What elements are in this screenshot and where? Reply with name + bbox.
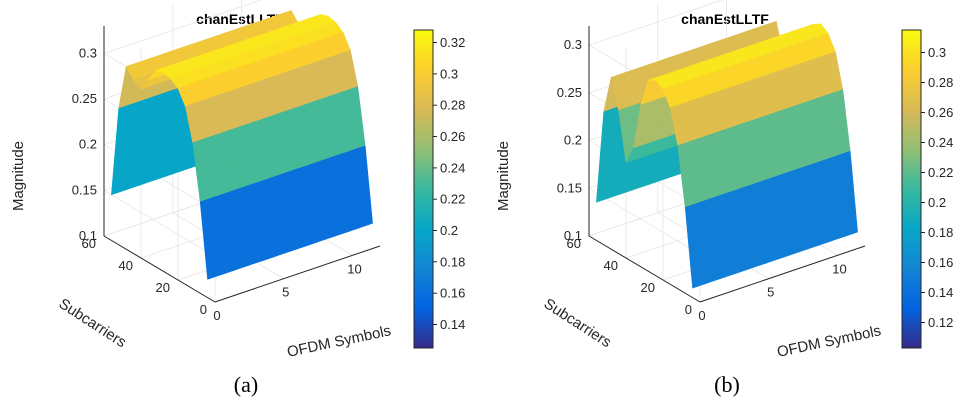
colorbar-tick-label: 0.22 bbox=[928, 165, 953, 180]
colorbar-tick-label: 0.24 bbox=[928, 135, 953, 150]
panel-caption: (a) bbox=[234, 372, 258, 397]
z-tick-label: 0.2 bbox=[564, 133, 582, 148]
y-tick-label: 0 bbox=[200, 302, 207, 317]
z-axis-label: Magnitude bbox=[10, 141, 27, 211]
y-axis-label: Subcarriers bbox=[541, 295, 615, 351]
z-tick-label: 0.25 bbox=[72, 91, 97, 106]
colorbar-tick-label: 0.3 bbox=[928, 45, 946, 60]
colorbar-tick-label: 0.16 bbox=[440, 286, 465, 301]
y-tick-label: 40 bbox=[119, 258, 133, 273]
colorbar-tick-label: 0.32 bbox=[440, 35, 465, 50]
grid-line bbox=[588, 187, 701, 255]
grid-line bbox=[588, 0, 723, 46]
y-tick-labels: 0 20 40 60 bbox=[82, 236, 207, 317]
y-axis-label: Subcarriers bbox=[56, 295, 130, 351]
y-tick-labels: 0 20 40 60 bbox=[567, 236, 692, 317]
z-tick-label: 0.2 bbox=[79, 137, 97, 152]
z-tick-label: 0.3 bbox=[564, 37, 582, 52]
x-axis-label: OFDM Symbols bbox=[776, 322, 883, 361]
colorbar-tick-label: 0.16 bbox=[928, 255, 953, 270]
x-tick-label: 0 bbox=[213, 308, 220, 323]
grid-line bbox=[103, 189, 216, 257]
panel-b: chanEstLLTF 0.1 0.15 0.2 0.25 0.3 0 20 40 60 0 5… bbox=[495, 0, 953, 397]
axes bbox=[103, 26, 381, 303]
x-tick-label: 5 bbox=[767, 285, 774, 300]
colorbar-tick-label: 0.2 bbox=[440, 223, 458, 238]
colorbar-tick-label: 0.22 bbox=[440, 192, 465, 207]
z-tick-label: 0.25 bbox=[557, 85, 582, 100]
colorbar-tick-label: 0.2 bbox=[928, 195, 946, 210]
z-tick-label: 0.15 bbox=[72, 182, 97, 197]
colorbar-tick-label: 0.28 bbox=[440, 98, 465, 113]
z-tick-label: 0.15 bbox=[557, 180, 582, 195]
surface-patch bbox=[351, 145, 373, 229]
colorbar-tick-label: 0.14 bbox=[440, 317, 465, 332]
colorbar-tick-label: 0.12 bbox=[928, 315, 953, 330]
surface-patch bbox=[836, 150, 858, 238]
z-tick-label: 0.1 bbox=[79, 228, 97, 243]
colorbar-tick-labels: 0.14 0.16 0.18 0.2 0.22 0.24 0.26 0.28 0.3 0.32 bbox=[433, 35, 465, 332]
y-tick-label: 60 bbox=[567, 236, 581, 251]
colorbar-tick-label: 0.14 bbox=[928, 285, 953, 300]
y-tick-label: 0 bbox=[685, 302, 692, 317]
colorbar-tick-label: 0.26 bbox=[928, 105, 953, 120]
colorbar-tick-label: 0.3 bbox=[440, 66, 458, 81]
x-tick-labels: 0 5 10 bbox=[213, 261, 361, 323]
axes bbox=[588, 26, 866, 303]
y-tick-label: 40 bbox=[604, 258, 618, 273]
colorbar-tick-label: 0.18 bbox=[928, 225, 953, 240]
panel-caption: (b) bbox=[714, 372, 740, 397]
colorbar-tick-labels: 0.12 0.14 0.16 0.18 0.2 0.22 0.24 0.26 0.28 0.3 bbox=[921, 45, 953, 330]
x-axis-label: OFDM Symbols bbox=[286, 322, 393, 361]
z-tick-labels: 0.1 0.15 0.2 0.25 0.3 bbox=[72, 45, 97, 243]
z-tick-label: 0.3 bbox=[79, 45, 97, 60]
colorbar-tick-label: 0.18 bbox=[440, 254, 465, 269]
surface bbox=[596, 20, 858, 289]
z-tick-label: 0.1 bbox=[564, 228, 582, 243]
surface bbox=[111, 10, 373, 280]
x-tick-labels: 0 5 10 bbox=[698, 261, 846, 323]
colorbar-frame bbox=[413, 29, 434, 349]
y-tick-label: 20 bbox=[156, 280, 170, 295]
colorbar-tick-label: 0.24 bbox=[440, 160, 465, 175]
colorbar-tick-label: 0.28 bbox=[928, 75, 953, 90]
y-axis-line bbox=[103, 235, 216, 303]
x-tick-label: 5 bbox=[282, 285, 289, 300]
x-axis-line bbox=[699, 245, 866, 303]
y-axis-line bbox=[588, 235, 701, 303]
x-tick-label: 0 bbox=[698, 308, 705, 323]
colorbar bbox=[414, 30, 433, 348]
x-tick-label: 10 bbox=[347, 261, 361, 276]
colorbar-frame bbox=[901, 29, 922, 349]
colorbar bbox=[902, 30, 921, 348]
z-axis-label: Magnitude bbox=[495, 141, 512, 211]
x-axis-line bbox=[214, 245, 381, 303]
z-tick-labels: 0.1 0.15 0.2 0.25 0.3 bbox=[557, 37, 582, 243]
colorbar-tick-label: 0.26 bbox=[440, 129, 465, 144]
chart-title: chanEstLLTF bbox=[681, 11, 769, 27]
y-tick-label: 20 bbox=[641, 280, 655, 295]
x-tick-label: 10 bbox=[832, 261, 846, 276]
y-tick-label: 60 bbox=[82, 236, 96, 251]
